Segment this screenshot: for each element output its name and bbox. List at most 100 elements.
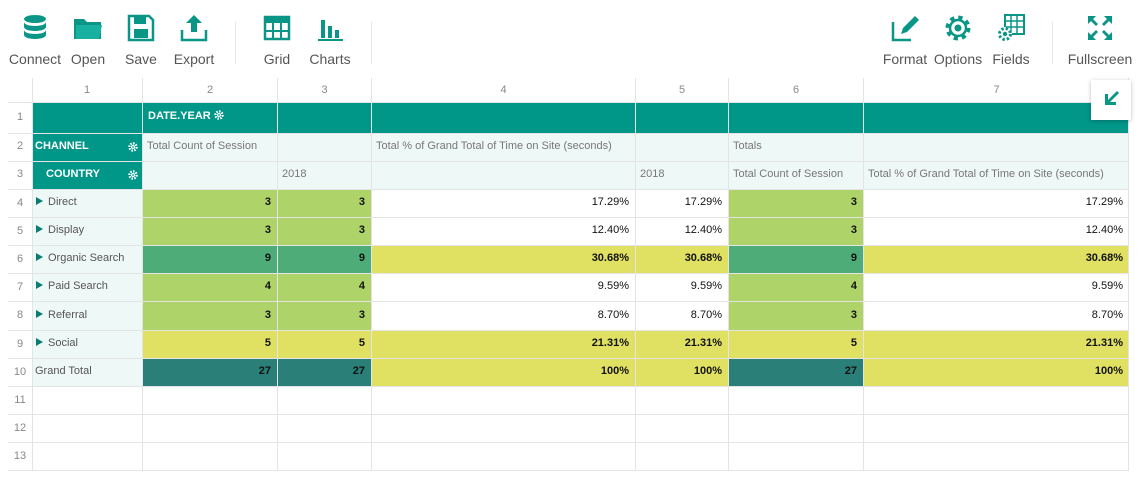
expand-icon[interactable] [36, 253, 43, 261]
value-cell[interactable]: 3 [278, 189, 371, 217]
arrow-down-left-icon [1105, 91, 1119, 105]
measure-header: Total Count of Session [729, 161, 863, 189]
row-member-label: Social [48, 337, 78, 349]
country-field[interactable]: COUNTRY [32, 161, 142, 189]
value-cell[interactable]: 9 [729, 245, 863, 273]
toolbar-divider [235, 22, 236, 64]
value-cell[interactable]: 9 [278, 245, 371, 273]
grand-total-cell[interactable]: 27 [278, 358, 371, 386]
value-cell[interactable]: 4 [278, 273, 371, 301]
charts-label: Charts [309, 51, 351, 67]
grid-line [8, 414, 1129, 415]
expand-icon[interactable] [36, 281, 43, 289]
open-button[interactable]: Open [56, 12, 120, 72]
value-cell[interactable]: 8.70% [372, 301, 635, 330]
value-cell[interactable]: 9.59% [864, 273, 1129, 301]
value-cell[interactable]: 5 [143, 330, 277, 358]
grid-icon [263, 15, 291, 41]
row-member[interactable]: Paid Search [32, 273, 142, 301]
grand-total-cell[interactable]: 27 [143, 358, 277, 386]
value-cell[interactable]: 21.31% [636, 330, 728, 358]
measure-header: Total % of Grand Total of Time on Site (… [372, 133, 635, 161]
fields-button[interactable]: Fields [979, 12, 1043, 72]
row-header: 4 [16, 197, 24, 209]
value-cell[interactable]: 4 [143, 273, 277, 301]
grid-label: Grid [263, 51, 291, 67]
expand-icon[interactable] [36, 338, 43, 346]
channel-field[interactable]: CHANNEL [32, 133, 142, 161]
expand-icon[interactable] [36, 310, 43, 318]
value-cell[interactable]: 30.68% [864, 245, 1129, 273]
column-header: 2 [206, 84, 214, 96]
value-cell[interactable]: 12.40% [636, 217, 728, 245]
grand-total-cell[interactable]: 100% [372, 358, 635, 386]
value-cell[interactable]: 12.40% [372, 217, 635, 245]
expand-icon[interactable] [36, 225, 43, 233]
value-cell[interactable]: 21.31% [372, 330, 635, 358]
country-label: COUNTRY [46, 168, 100, 180]
grand-total-cell[interactable]: 27 [729, 358, 863, 386]
date-year-field[interactable]: DATE.YEAR [143, 103, 263, 133]
grand-total-cell[interactable]: 100% [636, 358, 728, 386]
value-cell[interactable]: 5 [729, 330, 863, 358]
value-cell[interactable]: 3 [143, 189, 277, 217]
toolbar-divider [371, 22, 372, 64]
grid-line [371, 78, 372, 470]
value-cell[interactable]: 21.31% [864, 330, 1129, 358]
value-cell[interactable]: 9.59% [636, 273, 728, 301]
grid-line [277, 78, 278, 470]
value-cell[interactable]: 8.70% [636, 301, 728, 330]
save-icon [127, 14, 155, 42]
value-cell[interactable]: 3 [278, 217, 371, 245]
row-member[interactable]: Referral [32, 301, 142, 330]
column-header: 4 [500, 84, 507, 96]
value-cell[interactable]: 3 [729, 189, 863, 217]
value-cell[interactable]: 3 [143, 301, 277, 330]
value-cell[interactable]: 12.40% [864, 217, 1129, 245]
save-button[interactable]: Save [109, 12, 173, 72]
row-member[interactable]: Organic Search [32, 245, 142, 273]
value-cell[interactable]: 3 [278, 301, 371, 330]
value-cell[interactable]: 3 [143, 217, 277, 245]
value-cell[interactable]: 17.29% [864, 189, 1129, 217]
value-cell[interactable]: 5 [278, 330, 371, 358]
grid-line [8, 358, 1129, 359]
export-icon [180, 15, 208, 42]
row-member-label: Paid Search [48, 280, 108, 292]
gear-icon[interactable] [128, 142, 138, 152]
value-cell[interactable]: 17.29% [636, 189, 728, 217]
year-header: 2018 [636, 161, 728, 189]
column-header: 7 [993, 84, 1000, 96]
value-cell[interactable]: 3 [729, 217, 863, 245]
fields-icon [998, 14, 1025, 41]
grid-button[interactable]: Grid [245, 12, 309, 72]
channel-label: CHANNEL [35, 140, 89, 152]
value-cell[interactable]: 30.68% [372, 245, 635, 273]
options-button[interactable]: Options [926, 12, 990, 72]
fields-label: Fields [992, 51, 1030, 67]
gear-icon[interactable] [214, 110, 224, 120]
format-label: Format [882, 51, 928, 67]
export-button[interactable]: Export [162, 12, 226, 72]
value-cell[interactable]: 17.29% [372, 189, 635, 217]
row-member[interactable]: Social [32, 330, 142, 358]
format-button[interactable]: Format [873, 12, 937, 72]
value-cell[interactable]: 9.59% [372, 273, 635, 301]
row-member[interactable]: Display [32, 217, 142, 245]
fullscreen-button[interactable]: Fullscreen [1066, 12, 1134, 72]
header-cell [636, 133, 728, 161]
grand-total-cell[interactable]: 100% [864, 358, 1129, 386]
connect-button[interactable]: Connect [3, 12, 67, 72]
grid-line [8, 330, 1129, 331]
charts-button[interactable]: Charts [298, 12, 362, 72]
value-cell[interactable]: 30.68% [636, 245, 728, 273]
value-cell[interactable]: 9 [143, 245, 277, 273]
collapse-button[interactable] [1091, 80, 1131, 120]
expand-icon[interactable] [36, 197, 43, 205]
row-member[interactable]: Direct [32, 189, 142, 217]
gear-icon[interactable] [128, 170, 138, 180]
value-cell[interactable]: 8.70% [864, 301, 1129, 330]
column-header: 3 [321, 84, 328, 96]
value-cell[interactable]: 4 [729, 273, 863, 301]
value-cell[interactable]: 3 [729, 301, 863, 330]
